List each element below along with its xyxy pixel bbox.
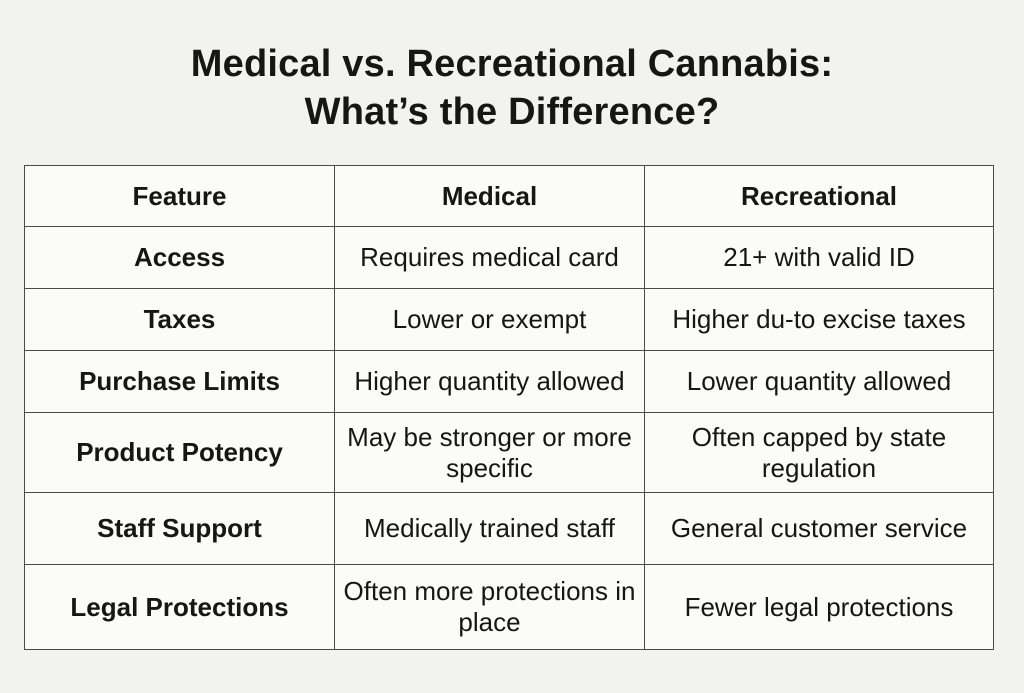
row-recreational: 21+ with valid ID <box>644 226 994 289</box>
title-line-1: Medical vs. Recreational Cannabis: <box>190 43 834 85</box>
row-recreational: Lower quantity allowed <box>644 350 994 413</box>
row-medical: Medically trained staff <box>334 492 645 565</box>
comparison-table: Feature Medical Recreational Access Requ… <box>24 165 994 650</box>
row-feature: Purchase Limits <box>24 350 335 413</box>
row-medical: Lower or exempt <box>334 288 645 351</box>
table-row: Taxes Lower or exempt Higher du-to excis… <box>24 288 994 351</box>
table-row: Purchase Limits Higher quantity allowed … <box>24 350 994 413</box>
row-feature: Product Potency <box>24 412 335 493</box>
row-medical: Requires medical card <box>334 226 645 289</box>
table-header-row: Feature Medical Recreational <box>24 165 994 227</box>
row-recreational: Higher du-to excise taxes <box>644 288 994 351</box>
row-recreational: General customer service <box>644 492 994 565</box>
table-row: Staff Support Medically trained staff Ge… <box>24 492 994 565</box>
row-feature: Taxes <box>24 288 335 351</box>
table-row: Product Potency May be stronger or more … <box>24 412 994 493</box>
row-medical: May be stronger or more specific <box>334 412 645 493</box>
row-medical: Often more protections in place <box>334 564 645 650</box>
header-feature: Feature <box>24 165 335 227</box>
row-medical: Higher quantity allowed <box>334 350 645 413</box>
header-medical: Medical <box>334 165 645 227</box>
row-feature: Staff Support <box>24 492 335 565</box>
row-recreational: Often capped by state regulation <box>644 412 994 493</box>
row-feature: Access <box>24 226 335 289</box>
page-title: Medical vs. Recreational Cannabis: What’… <box>0 40 1024 136</box>
table-row: Access Requires medical card 21+ with va… <box>24 226 994 289</box>
table-row: Legal Protections Often more protections… <box>24 564 994 650</box>
title-line-2: What’s the Difference? <box>304 91 720 133</box>
header-recreational: Recreational <box>644 165 994 227</box>
row-recreational: Fewer legal protections <box>644 564 994 650</box>
row-feature: Legal Protections <box>24 564 335 650</box>
